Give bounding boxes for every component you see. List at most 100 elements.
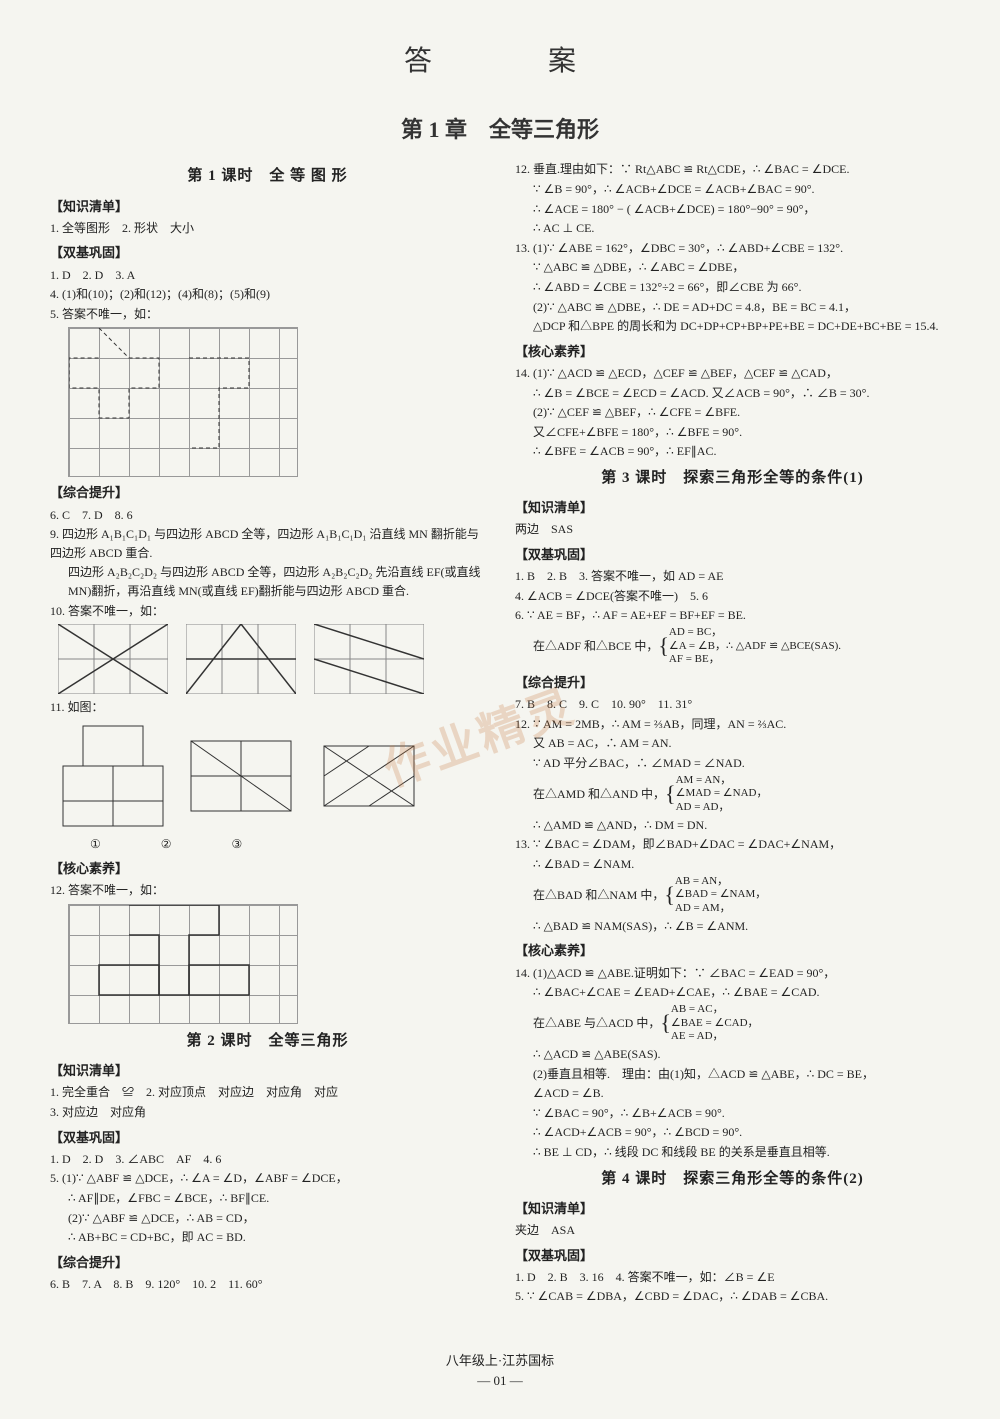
section-heading: 综合提升 <box>50 483 485 503</box>
figure-grid <box>68 327 298 477</box>
section-heading: 双基巩固 <box>50 1128 485 1148</box>
answer-line: (2)∵ △CEF ≌ △BEF，∴ ∠CFE = ∠BFE. <box>515 403 950 422</box>
right-column: 12. 垂直.理由如下：∵ Rt△ABC ≌ Rt△CDE，∴ ∠BAC = ∠… <box>515 159 950 1306</box>
answer-line: 5. (1)∵ △ABF ≌ △DCE，∴ ∠A = ∠D，∠ABF = ∠DC… <box>50 1169 485 1188</box>
answer-line: 13. ∵ ∠BAC = ∠DAM，即∠BAD+∠DAC = ∠DAC+∠NAM… <box>515 835 950 854</box>
answer-line: ∴ ∠ABD = ∠CBE = 132°÷2 = 66°，即∠CBE 为 66°… <box>515 278 950 297</box>
answer-line: 5. 答案不唯一，如： <box>50 305 485 324</box>
answer-line: 1. B 2. B 3. 答案不唯一，如 AD = AE <box>515 567 950 586</box>
answer-line: ∴ AB+BC = CD+BC，即 AC = BD. <box>50 1228 485 1247</box>
section-heading: 双基巩固 <box>50 243 485 263</box>
figure <box>314 721 424 831</box>
answer-line: ∴ ∠B = ∠BCE = ∠ECD = ∠ACD. 又∠ACB = 90°，∴… <box>515 384 950 403</box>
answer-line: 6. ∵ AE = BF，∴ AF = AE+EF = BF+EF = BE. <box>515 606 950 625</box>
answer-line: 在△BAD 和△NAM 中， { AB = AN， ∠BAD = ∠NAM， A… <box>515 875 950 916</box>
answer-line: ∴ AF∥DE，∠FBC = ∠BCE，∴ BF∥CE. <box>50 1189 485 1208</box>
answer-line: 4. ∠ACB = ∠DCE(答案不唯一) 5. 6 <box>515 587 950 606</box>
left-column: 第 1 课时 全 等 图 形 知识清单 1. 全等图形 2. 形状 大小 双基巩… <box>50 159 485 1306</box>
answer-line: 在△AMD 和△AND 中， { AM = AN， ∠MAD = ∠NAD， A… <box>515 774 950 815</box>
figure <box>58 624 168 694</box>
section-heading: 核心素养 <box>515 941 950 961</box>
answer-line: 12. 答案不唯一，如： <box>50 881 485 900</box>
text: ∠A = ∠B，∴ △ADF ≌ △BCE(SAS). <box>669 640 841 652</box>
answer-line: 在△ABE 与△ACD 中， { AB = AC， ∠BAE = ∠CAD， A… <box>515 1003 950 1044</box>
text: AM = AN， <box>676 774 732 786</box>
answer-line: 6. B 7. A 8. B 9. 120° 10. 2 11. 60° <box>50 1275 485 1294</box>
text: ∠BAE = ∠CAD， <box>671 1017 759 1029</box>
figure-label: ① <box>90 835 101 854</box>
answer-line: ∴ ∠BFE = ∠ACB = 90°，∴ EF∥AC. <box>515 442 950 461</box>
text: ∠BAD = ∠NAM， <box>675 888 766 900</box>
answer-line: ∴ AC ⊥ CE. <box>515 219 950 238</box>
footer-page: — 01 — <box>0 1371 1000 1391</box>
answer-line: 又∠CFE+∠BFE = 180°，∴ ∠BFE = 90°. <box>515 423 950 442</box>
figure-grid <box>68 904 298 1024</box>
section-heading: 知识清单 <box>515 1199 950 1219</box>
section-heading: 双基巩固 <box>515 1246 950 1266</box>
answer-line: 12. ∵ AM = 2MB，∴ AM = ⅔AB，同理，AN = ⅔AC. <box>515 715 950 734</box>
answer-line: 在△ADF 和△BCE 中， { AD = BC， ∠A = ∠B，∴ △ADF… <box>515 626 950 667</box>
section-heading: 综合提升 <box>515 673 950 693</box>
figure-label: ③ <box>232 835 243 854</box>
answer-line: △DCP 和△BPE 的周长和为 DC+DP+CP+BP+PE+BE = DC+… <box>515 317 950 336</box>
lesson-2-title: 第 2 课时 全等三角形 <box>50 1030 485 1053</box>
answer-line: 14. (1)△ACD ≌ △ABE.证明如下：∵ ∠BAC = ∠EAD = … <box>515 964 950 983</box>
answer-line: (2)垂直且相等. 理由：由(1)知，△ACD ≌ △ABE，∴ DC = BE… <box>515 1065 950 1084</box>
answer-line: ∵ △ABC ≌ △DBE，∴ ∠ABC = ∠DBE， <box>515 258 950 277</box>
figure-row <box>58 624 485 694</box>
page-footer: 八年级上·江苏国标 — 01 — <box>0 1351 1000 1391</box>
figure <box>314 624 424 694</box>
section-heading: 双基巩固 <box>515 545 950 565</box>
section-heading: 知识清单 <box>50 1061 485 1081</box>
answer-line: ∴ ∠BAD = ∠NAM. <box>515 855 950 874</box>
text: 在△ABE 与△ACD 中， <box>533 1014 660 1033</box>
text: 在△AMD 和△AND 中， <box>533 785 665 804</box>
brace-icon: { <box>664 878 675 912</box>
page-title: 答 案 <box>50 40 950 83</box>
answer-line: 1. D 2. B 3. 16 4. 答案不唯一，如：∠B = ∠E <box>515 1268 950 1287</box>
footer-grade: 八年级上·江苏国标 <box>0 1351 1000 1371</box>
answer-line: 1. D 2. D 3. ∠ABC AF 4. 6 <box>50 1150 485 1169</box>
text: AB = AC， <box>671 1003 724 1015</box>
answer-line: 14. (1)∵ △ACD ≌ △ECD，△CEF ≌ △BEF，△CEF ≌ … <box>515 364 950 383</box>
answer-line: 又 AB = AC，∴ AM = AN. <box>515 734 950 753</box>
lesson-3-title: 第 3 课时 探索三角形全等的条件(1) <box>515 467 950 490</box>
answer-line: 7. B 8. C 9. C 10. 90° 11. 31° <box>515 695 950 714</box>
section-heading: 核心素养 <box>515 342 950 362</box>
answer-line: (2)∵ △ABF ≌ △DCE，∴ AB = CD， <box>50 1209 485 1228</box>
answer-line: ∴ △BAD ≌ NAM(SAS)，∴ ∠B = ∠ANM. <box>515 917 950 936</box>
answer-line: 10. 答案不唯一，如： <box>50 602 485 621</box>
answer-line: ∴ △ACD ≌ △ABE(SAS). <box>515 1045 950 1064</box>
figure <box>58 721 168 831</box>
chapter-title: 第 1 章 全等三角形 <box>50 113 950 147</box>
answer-line: 四边形 A₂B₂C₂D₂ 与四边形 ABCD 全等，四边形 A₂B₂C₂D₂ 先… <box>50 563 485 600</box>
answer-line: ∴ △AMD ≌ △AND，∴ DM = DN. <box>515 816 950 835</box>
lesson-1-title: 第 1 课时 全 等 图 形 <box>50 165 485 188</box>
answer-line: 1. 完全重合 ≌ 2. 对应顶点 对应边 对应角 对应 <box>50 1083 485 1102</box>
lesson-4-title: 第 4 课时 探索三角形全等的条件(2) <box>515 1168 950 1191</box>
answer-line: (2)∵ △ABC ≌ △DBE，∴ DE = AD+DC = 4.8，BE =… <box>515 298 950 317</box>
answer-line: ∴ ∠ACE = 180° − ( ∠ACB+∠DCE) = 180°−90° … <box>515 200 950 219</box>
text: 在△BAD 和△NAM 中， <box>533 886 664 905</box>
brace-icon: { <box>660 1006 671 1040</box>
answer-line: 13. (1)∵ ∠ABE = 162°，∠DBC = 30°，∴ ∠ABD+∠… <box>515 239 950 258</box>
answer-line: 5. ∵ ∠CAB = ∠DBA，∠CBD = ∠DAC，∴ ∠DAB = ∠C… <box>515 1287 950 1306</box>
answer-line: 1. 全等图形 2. 形状 大小 <box>50 219 485 238</box>
answer-line: 9. 四边形 A₁B₁C₁D₁ 与四边形 ABCD 全等，四边形 A₁B₁C₁D… <box>50 525 485 562</box>
text: AE = AD， <box>671 1030 724 1042</box>
section-heading: 核心素养 <box>50 859 485 879</box>
figure <box>186 721 296 831</box>
brace-icon: { <box>665 777 676 811</box>
answer-line: 3. 对应边 对应角 <box>50 1103 485 1122</box>
text: 在△ADF 和△BCE 中， <box>533 637 658 656</box>
text: ∠MAD = ∠NAD， <box>676 787 768 799</box>
answer-line: 6. C 7. D 8. 6 <box>50 506 485 525</box>
figure <box>186 624 296 694</box>
section-heading: 综合提升 <box>50 1253 485 1273</box>
answer-line: 夹边 ASA <box>515 1221 950 1240</box>
answer-line: 两边 SAS <box>515 520 950 539</box>
figure-labels: ① ② ③ <box>90 835 485 854</box>
text: AB = AN， <box>675 875 728 887</box>
answer-line: ∴ BE ⊥ CD，∴ 线段 DC 和线段 BE 的关系是垂直且相等. <box>515 1143 950 1162</box>
text: AD = BC， <box>669 626 722 638</box>
